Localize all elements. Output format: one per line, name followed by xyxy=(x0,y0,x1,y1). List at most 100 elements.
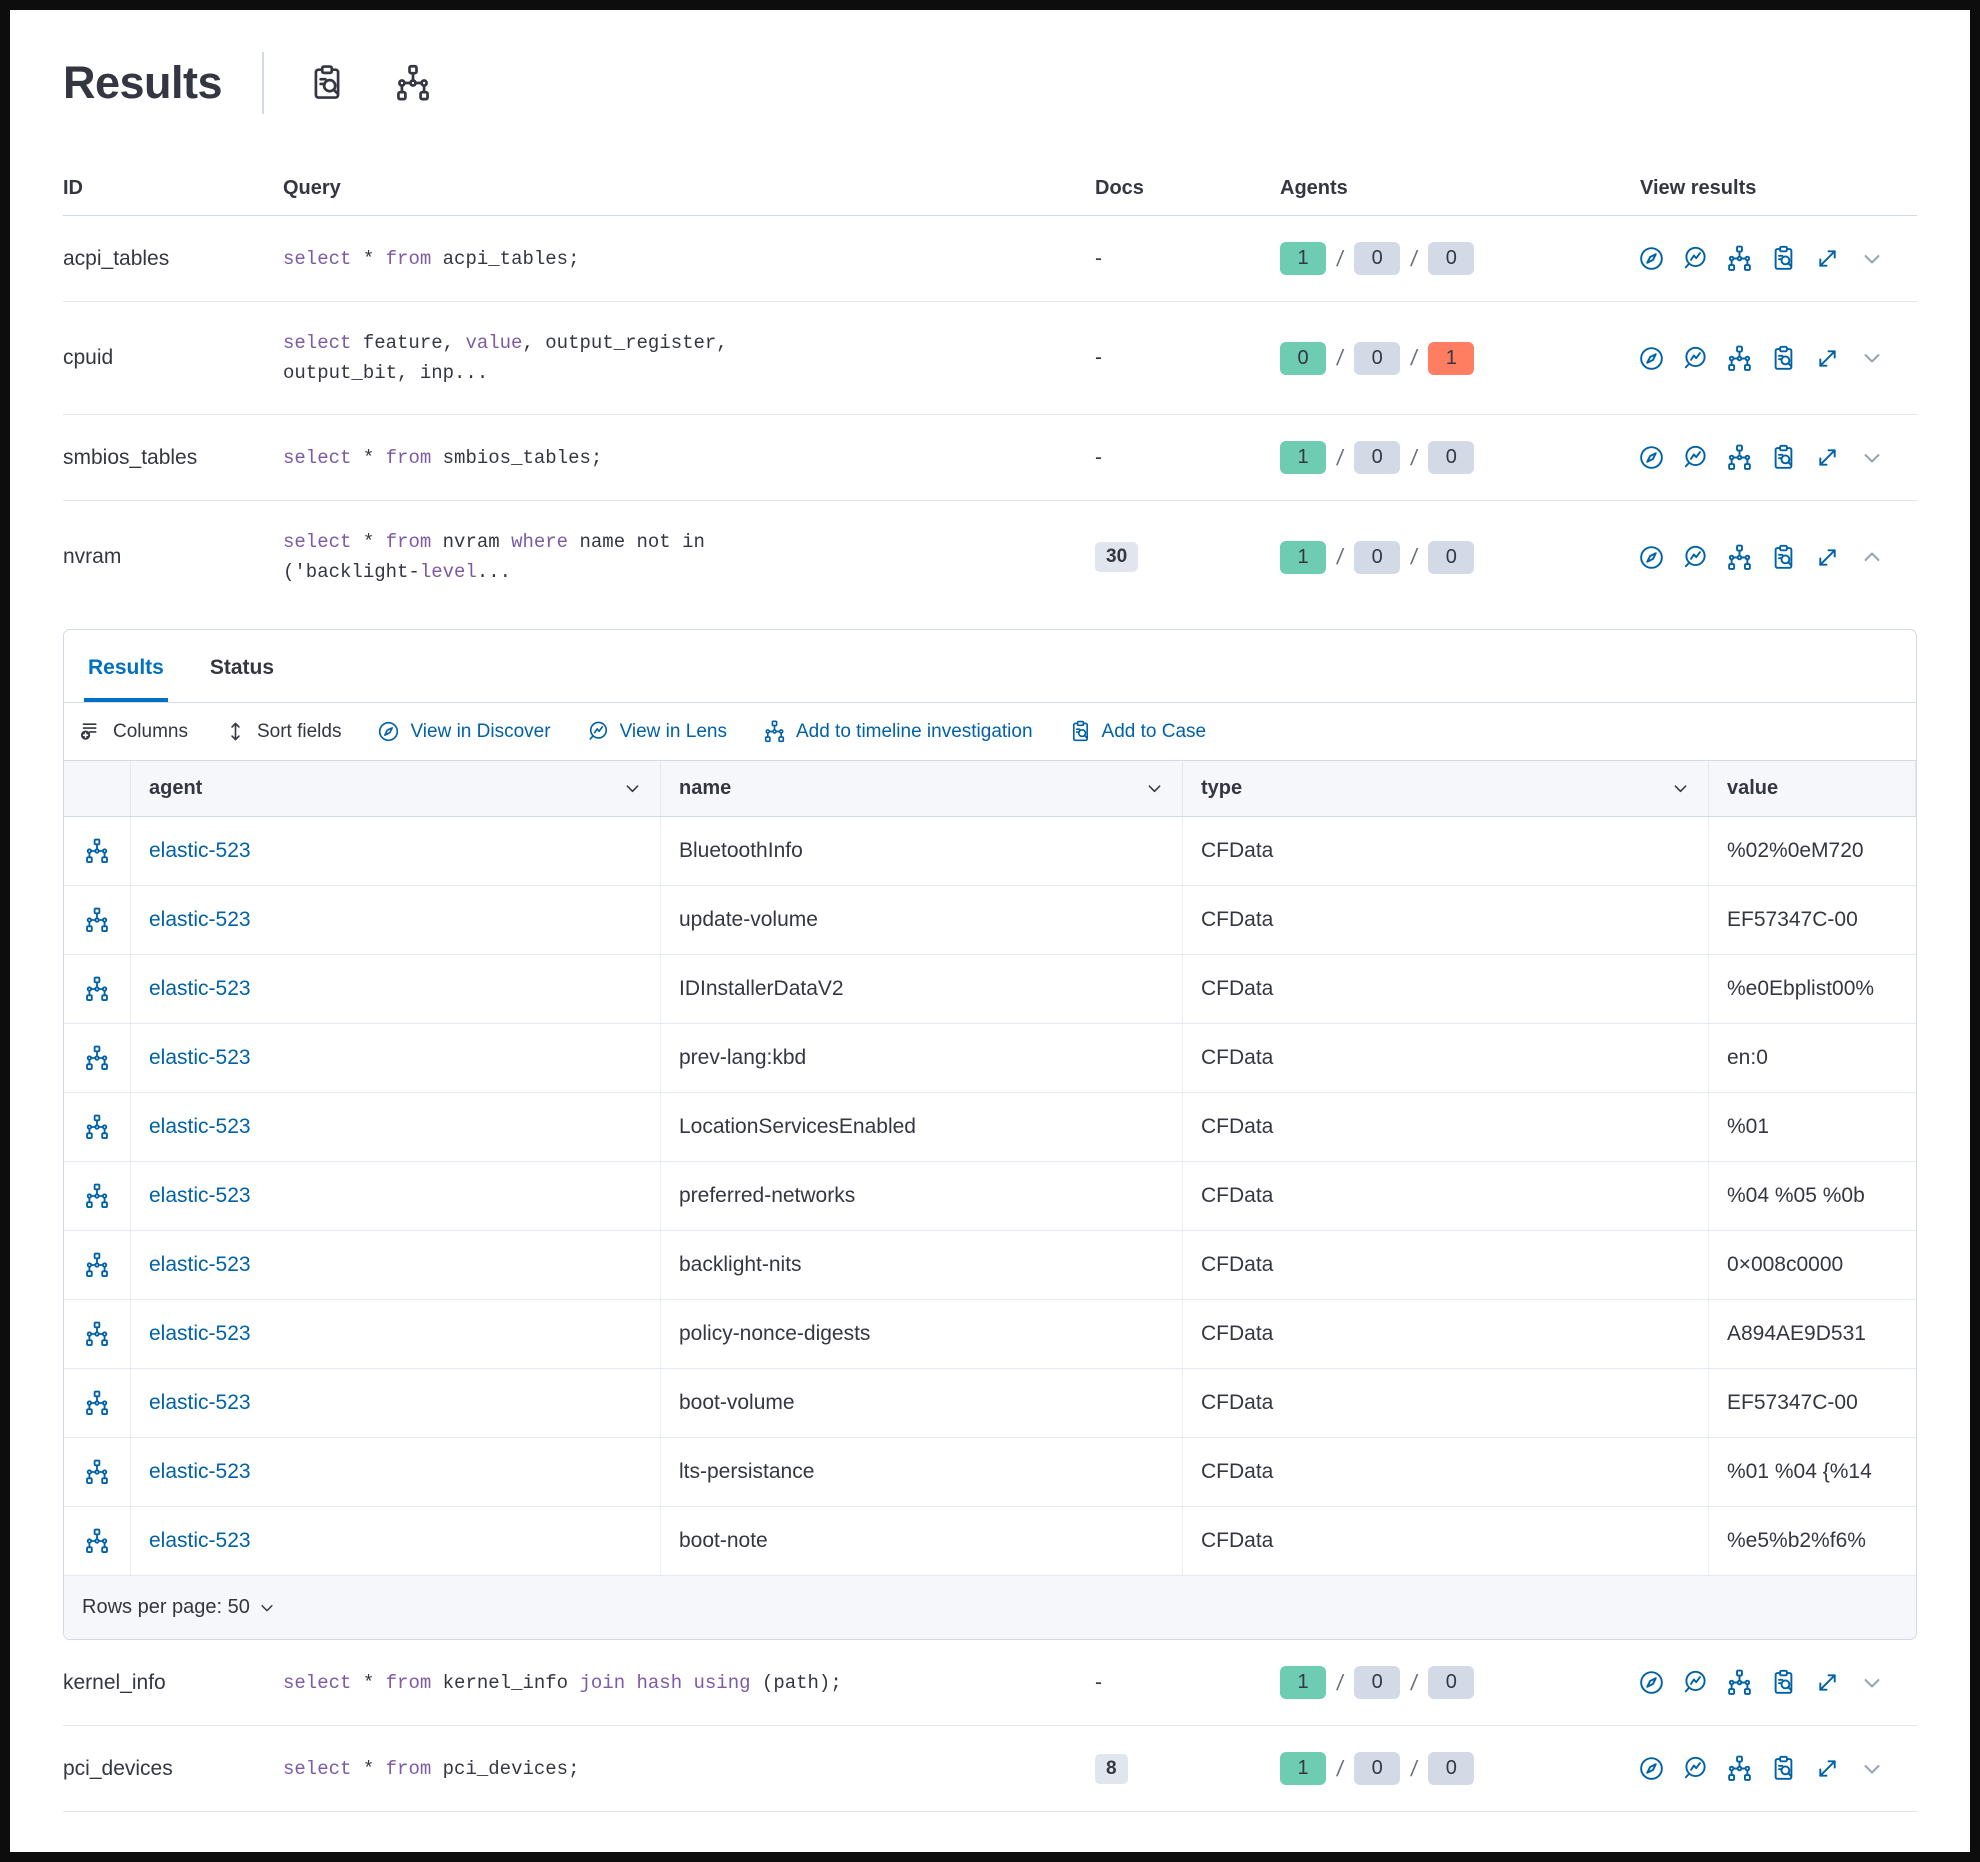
pack-button[interactable] xyxy=(394,64,432,102)
expand-row-button[interactable] xyxy=(1860,247,1884,271)
agent-link[interactable]: elastic-523 xyxy=(149,908,251,931)
view-fullscreen-button[interactable] xyxy=(1814,544,1841,571)
add-to-timeline-button[interactable] xyxy=(1726,444,1753,471)
view-fullscreen-button[interactable] xyxy=(1814,245,1841,272)
live-query-details-button[interactable] xyxy=(308,64,346,102)
timeline-icon xyxy=(84,976,110,1002)
add-to-case-button[interactable]: Add to Case xyxy=(1069,720,1206,743)
queries-table: ID Query Docs Agents View results acpi_t… xyxy=(63,162,1917,1812)
view-fullscreen-button[interactable] xyxy=(1814,345,1841,372)
queries-table-header: ID Query Docs Agents View results xyxy=(63,162,1917,216)
add-to-timeline-button[interactable] xyxy=(1726,1669,1753,1696)
add-row-to-timeline-button[interactable] xyxy=(84,1321,110,1347)
add-row-to-timeline-button[interactable] xyxy=(84,838,110,864)
expand-row-button[interactable] xyxy=(1860,446,1884,470)
add-row-to-timeline-button[interactable] xyxy=(84,976,110,1002)
expand-icon xyxy=(1814,1755,1841,1782)
add-row-to-timeline-button[interactable] xyxy=(84,1459,110,1485)
agent-link[interactable]: elastic-523 xyxy=(149,1322,251,1345)
view-in-lens-button[interactable] xyxy=(1682,345,1709,372)
add-to-case-button[interactable] xyxy=(1770,245,1797,272)
add-to-case-button[interactable] xyxy=(1770,544,1797,571)
timeline-icon xyxy=(84,1252,110,1278)
view-in-discover-button[interactable]: View in Discover xyxy=(377,720,551,743)
columns-button[interactable]: Columns xyxy=(80,720,188,743)
grid-header-row: agent name type value xyxy=(64,760,1916,817)
grid-column-header-type[interactable]: type xyxy=(1183,761,1709,816)
add-to-timeline-button[interactable] xyxy=(1726,345,1753,372)
agent-success-badge: 1 xyxy=(1280,1666,1326,1699)
view-in-discover-button[interactable] xyxy=(1638,1669,1665,1696)
agent-link[interactable]: elastic-523 xyxy=(149,1391,251,1414)
view-results-cell xyxy=(1628,1669,1917,1696)
add-to-case-button[interactable] xyxy=(1770,1755,1797,1782)
grid-column-header-name[interactable]: name xyxy=(661,761,1183,816)
view-in-lens-button[interactable] xyxy=(1682,1669,1709,1696)
agent-link[interactable]: elastic-523 xyxy=(149,1046,251,1069)
chevron-down-icon xyxy=(1860,446,1884,470)
view-fullscreen-button[interactable] xyxy=(1814,444,1841,471)
view-in-discover-button[interactable] xyxy=(1638,544,1665,571)
add-to-case-button[interactable] xyxy=(1770,444,1797,471)
query-cell: select * from acpi_tables; xyxy=(283,244,1083,274)
expand-row-button[interactable] xyxy=(1860,346,1884,370)
grid-cell-type: CFData xyxy=(1183,1507,1709,1575)
add-row-to-timeline-button[interactable] xyxy=(84,1252,110,1278)
agents-separator: / xyxy=(1409,1669,1420,1695)
agents-separator: / xyxy=(1335,245,1345,271)
query-cell: select * from smbios_tables; xyxy=(283,443,1083,473)
view-in-discover-button[interactable] xyxy=(1638,345,1665,372)
view-in-discover-button[interactable] xyxy=(1638,245,1665,272)
results-status-tabs: Results Status xyxy=(64,630,1916,703)
agent-link[interactable]: elastic-523 xyxy=(149,1184,251,1207)
grid-cell-name: LocationServicesEnabled xyxy=(661,1093,1183,1161)
agent-link[interactable]: elastic-523 xyxy=(149,1529,251,1552)
view-in-lens-button[interactable] xyxy=(1682,544,1709,571)
timeline-icon xyxy=(84,1114,110,1140)
agent-neutral-badge: 0 xyxy=(1354,1666,1401,1699)
view-in-lens-button[interactable] xyxy=(1682,1755,1709,1782)
agent-link[interactable]: elastic-523 xyxy=(149,977,251,1000)
add-row-to-timeline-button[interactable] xyxy=(84,1183,110,1209)
sort-fields-button[interactable]: Sort fields xyxy=(224,720,341,743)
grid-cell-type: CFData xyxy=(1183,1162,1709,1230)
add-row-to-timeline-button[interactable] xyxy=(84,1390,110,1416)
grid-column-header-agent[interactable]: agent xyxy=(131,761,661,816)
expand-icon xyxy=(1814,1669,1841,1696)
grid-data-row: elastic-523 IDInstallerDataV2 CFData %e0Ebp… xyxy=(64,955,1916,1024)
agent-link[interactable]: elastic-523 xyxy=(149,1253,251,1276)
add-to-timeline-button[interactable] xyxy=(1726,1755,1753,1782)
query-cell: select * from kernel_info join hash usin… xyxy=(283,1668,1083,1698)
view-in-lens-button[interactable] xyxy=(1682,245,1709,272)
view-in-lens-button[interactable] xyxy=(1682,444,1709,471)
grid-control-cell xyxy=(64,955,131,1023)
add-to-timeline-button[interactable] xyxy=(1726,245,1753,272)
add-to-timeline-button[interactable] xyxy=(1726,544,1753,571)
agent-link[interactable]: elastic-523 xyxy=(149,1460,251,1483)
tab-status[interactable]: Status xyxy=(206,630,278,702)
view-in-discover-button[interactable] xyxy=(1638,1755,1665,1782)
expand-row-button[interactable] xyxy=(1860,1757,1884,1781)
agents-separator: / xyxy=(1335,1669,1345,1695)
agent-link[interactable]: elastic-523 xyxy=(149,839,251,862)
view-fullscreen-button[interactable] xyxy=(1814,1669,1841,1696)
add-row-to-timeline-button[interactable] xyxy=(84,1045,110,1071)
grid-column-header-value[interactable]: value xyxy=(1709,761,1916,816)
add-row-to-timeline-button[interactable] xyxy=(84,1114,110,1140)
add-row-to-timeline-button[interactable] xyxy=(84,1528,110,1554)
grid-control-cell xyxy=(64,1162,131,1230)
add-row-to-timeline-button[interactable] xyxy=(84,907,110,933)
view-fullscreen-button[interactable] xyxy=(1814,1755,1841,1782)
add-to-case-button[interactable] xyxy=(1770,345,1797,372)
rows-per-page-button[interactable]: Rows per page: 50 xyxy=(82,1596,276,1619)
agent-link[interactable]: elastic-523 xyxy=(149,1115,251,1138)
tab-results[interactable]: Results xyxy=(84,630,168,702)
view-in-lens-button[interactable]: View in Lens xyxy=(587,720,727,743)
collapse-row-button[interactable] xyxy=(1860,545,1884,569)
expand-row-button[interactable] xyxy=(1860,1671,1884,1695)
agent-neutral-badge: 0 xyxy=(1354,1752,1401,1785)
view-in-discover-button[interactable] xyxy=(1638,444,1665,471)
add-to-timeline-investigation-button[interactable]: Add to timeline investigation xyxy=(763,720,1033,743)
add-to-case-button[interactable] xyxy=(1770,1669,1797,1696)
